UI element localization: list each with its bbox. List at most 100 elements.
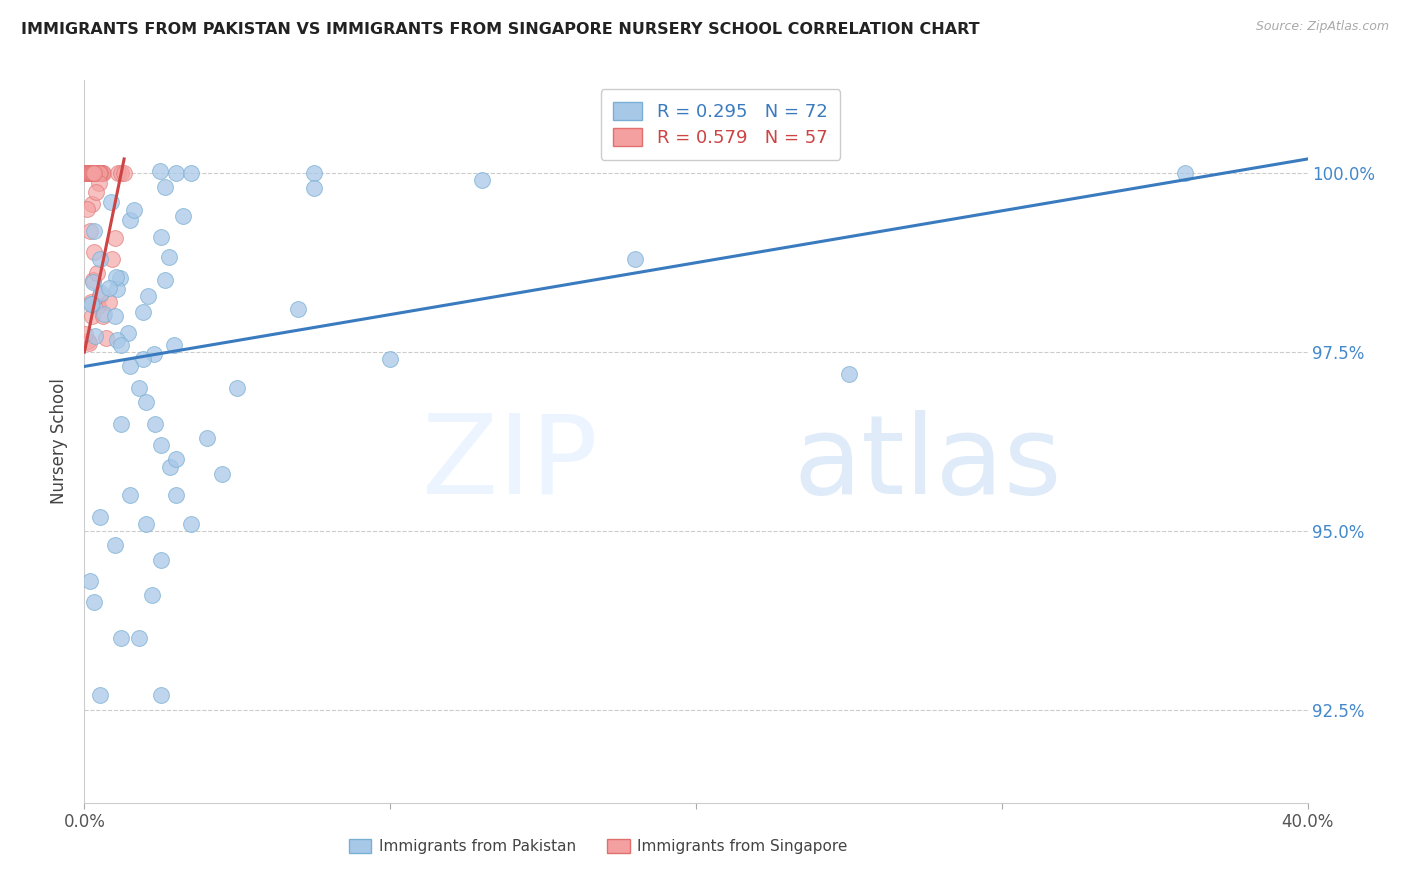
Point <box>77 166 100 180</box>
Point <box>79 166 101 180</box>
Point <box>100 194 122 209</box>
Point <box>104 538 127 552</box>
Point <box>86 186 108 200</box>
Point <box>105 282 128 296</box>
Point <box>76 166 98 180</box>
Point <box>80 297 103 311</box>
Point <box>82 166 104 180</box>
Point <box>82 275 104 289</box>
Point <box>153 180 176 194</box>
Point <box>79 166 101 180</box>
Point <box>132 304 155 318</box>
Point <box>79 166 101 180</box>
Point <box>120 359 142 374</box>
Point <box>136 288 159 302</box>
Point <box>112 166 135 180</box>
Point <box>80 297 103 311</box>
Point <box>90 166 112 180</box>
Point <box>120 213 142 227</box>
Point <box>302 166 325 180</box>
Point <box>83 244 105 259</box>
Point <box>83 166 105 180</box>
Point <box>471 173 494 187</box>
Point <box>84 166 107 180</box>
Point <box>165 166 187 180</box>
Point <box>159 459 181 474</box>
Point <box>89 509 111 524</box>
Point <box>104 270 127 285</box>
Point <box>149 163 172 178</box>
Point <box>77 335 100 350</box>
Point <box>86 166 108 180</box>
Point <box>104 310 127 324</box>
Point <box>76 166 98 180</box>
Point <box>195 431 218 445</box>
Point <box>180 166 202 180</box>
Point <box>79 166 101 180</box>
Point <box>89 166 111 180</box>
Point <box>211 467 233 481</box>
Point <box>302 180 325 194</box>
Point <box>105 334 128 348</box>
Point <box>97 281 120 295</box>
Point <box>101 252 124 266</box>
Point <box>135 516 157 531</box>
Point <box>149 552 172 566</box>
Point <box>163 338 186 352</box>
Point <box>80 294 103 309</box>
Point <box>89 288 111 302</box>
Point <box>80 309 103 323</box>
Point <box>84 329 107 343</box>
Point <box>87 177 110 191</box>
Point <box>141 588 163 602</box>
Point <box>110 632 132 646</box>
Point <box>82 273 104 287</box>
Point <box>157 250 180 264</box>
Text: IMMIGRANTS FROM PAKISTAN VS IMMIGRANTS FROM SINGAPORE NURSERY SCHOOL CORRELATION: IMMIGRANTS FROM PAKISTAN VS IMMIGRANTS F… <box>21 22 980 37</box>
Point <box>77 166 100 180</box>
Point <box>82 166 104 180</box>
Point <box>226 381 249 395</box>
Point <box>624 252 647 266</box>
Point <box>120 488 142 502</box>
Text: ZIP: ZIP <box>422 409 598 516</box>
Point <box>86 166 108 180</box>
Point <box>107 166 129 180</box>
Point <box>180 516 202 531</box>
Point <box>87 299 110 313</box>
Text: atlas: atlas <box>794 409 1063 516</box>
Point <box>110 270 132 285</box>
Point <box>83 595 105 609</box>
Point <box>155 273 177 287</box>
Point <box>91 166 114 180</box>
Point <box>82 197 104 211</box>
Point <box>73 327 96 342</box>
Point <box>172 209 194 223</box>
Point <box>90 166 112 180</box>
Point <box>165 452 187 467</box>
Point <box>76 166 98 180</box>
Point <box>132 352 155 367</box>
Point <box>128 381 150 395</box>
Point <box>122 202 145 217</box>
Point <box>80 166 103 180</box>
Point <box>94 331 117 345</box>
Point <box>142 346 165 360</box>
Point <box>89 689 111 703</box>
Point <box>84 166 107 180</box>
Point <box>75 166 97 180</box>
Point <box>89 166 111 180</box>
Point <box>83 223 105 237</box>
Point <box>110 166 132 180</box>
Point <box>128 632 150 646</box>
Point <box>79 574 101 588</box>
Point <box>80 166 103 180</box>
Point <box>77 166 100 180</box>
Point <box>79 223 101 237</box>
Point <box>79 166 101 180</box>
Point <box>380 352 402 367</box>
Y-axis label: Nursery School: Nursery School <box>49 378 67 505</box>
Point <box>90 166 112 180</box>
Point <box>89 252 111 266</box>
Point <box>149 689 172 703</box>
